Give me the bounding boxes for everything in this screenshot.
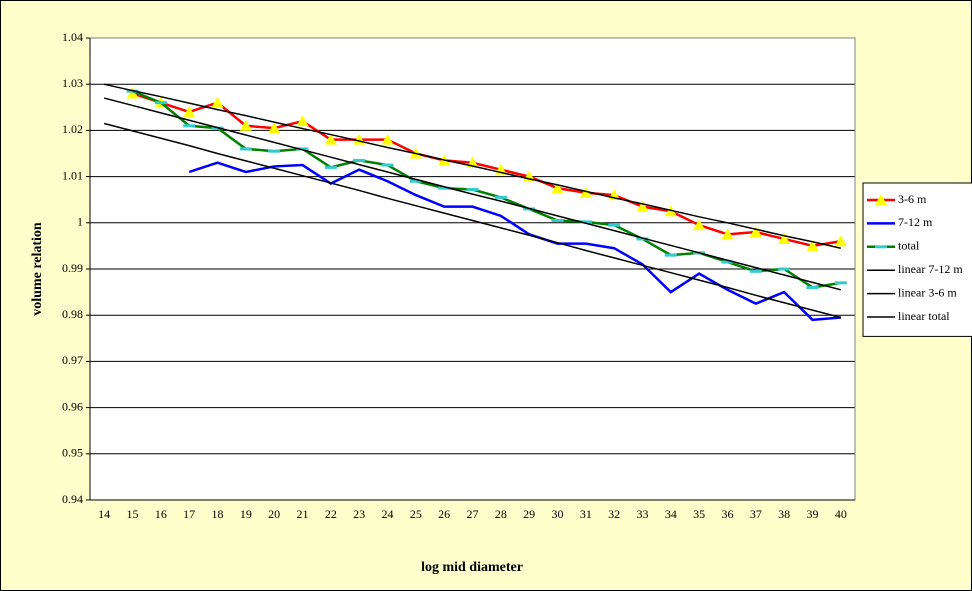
y-tick-label: 0.96 [62, 399, 83, 413]
legend-marker [875, 194, 887, 205]
marker [494, 195, 507, 199]
y-tick-label: 0.94 [62, 492, 83, 506]
x-tick-label: 25 [410, 507, 422, 521]
marker [778, 267, 791, 271]
x-tick-label: 34 [665, 507, 677, 521]
x-tick-label: 35 [693, 507, 705, 521]
legend-label: linear 7-12 m [898, 262, 963, 276]
x-tick-label: 18 [212, 507, 224, 521]
legend-box [862, 182, 972, 337]
marker [438, 186, 451, 190]
marker [636, 237, 649, 241]
marker [239, 119, 252, 131]
y-tick-label: 1.02 [62, 122, 83, 136]
marker [579, 220, 592, 224]
x-tick-label: 17 [183, 507, 195, 521]
marker [268, 149, 281, 153]
marker [154, 101, 167, 105]
series-line [188, 161, 841, 322]
y-tick-label: 1.01 [62, 168, 83, 182]
x-tick-label: 33 [637, 507, 649, 521]
x-tick-label: 14 [98, 507, 110, 521]
x-tick-label: 28 [495, 507, 507, 521]
marker [239, 147, 252, 151]
marker [834, 235, 847, 247]
marker [324, 165, 337, 169]
x-axis-title: log mid diameter [421, 560, 523, 575]
marker [721, 260, 734, 264]
marker [466, 188, 479, 192]
series-line [104, 83, 841, 249]
marker [381, 163, 394, 167]
marker [806, 239, 819, 251]
legend-label: linear 3-6 m [898, 285, 957, 299]
marker [749, 226, 762, 238]
x-tick-label: 40 [835, 507, 847, 521]
x-tick-label: 20 [268, 507, 280, 521]
x-tick-label: 22 [325, 507, 337, 521]
x-tick-label: 39 [807, 507, 819, 521]
y-tick-label: 1 [77, 215, 83, 229]
legend-label: 3-6 m [898, 192, 927, 206]
marker [551, 218, 564, 222]
y-tick-label: 1.03 [62, 76, 83, 90]
x-tick-label: 31 [580, 507, 592, 521]
marker [664, 253, 677, 257]
y-tick-label: 0.98 [62, 307, 83, 321]
marker [636, 200, 649, 212]
y-tick-label: 1.04 [62, 30, 83, 44]
x-tick-label: 29 [523, 507, 535, 521]
marker [579, 186, 592, 198]
marker [806, 285, 819, 289]
marker [608, 223, 621, 227]
x-tick-label: 38 [778, 507, 790, 521]
x-tick-label: 27 [467, 507, 479, 521]
marker [183, 105, 196, 117]
legend-label: linear total [898, 309, 950, 323]
x-tick-label: 36 [722, 507, 734, 521]
marker [749, 269, 762, 273]
marker [296, 115, 309, 127]
legend-marker [875, 245, 887, 249]
x-tick-label: 24 [382, 507, 394, 521]
marker [721, 228, 734, 240]
y-tick-label: 0.99 [62, 261, 83, 275]
legend-label: 7-12 m [898, 215, 933, 229]
marker [268, 122, 281, 134]
marker [183, 124, 196, 128]
x-tick-label: 23 [353, 507, 365, 521]
marker [211, 96, 224, 108]
series-line [132, 92, 842, 248]
y-axis-title: volume relation [30, 222, 45, 316]
marker [551, 182, 564, 194]
x-tick-label: 16 [155, 507, 167, 521]
marker [834, 281, 847, 285]
marker [353, 158, 366, 162]
x-tick-label: 26 [438, 507, 450, 521]
x-tick-label: 15 [127, 507, 139, 521]
marker [693, 219, 706, 231]
x-tick-label: 37 [750, 507, 762, 521]
x-tick-label: 21 [297, 507, 309, 521]
y-tick-label: 0.97 [62, 353, 83, 367]
marker [778, 232, 791, 244]
legend-label: total [898, 239, 920, 253]
marker [296, 147, 309, 151]
series-line [103, 122, 842, 319]
marker [409, 179, 422, 183]
series-line [103, 97, 842, 291]
x-tick-label: 32 [608, 507, 620, 521]
marker [126, 87, 139, 99]
x-tick-label: 19 [240, 507, 252, 521]
x-tick-label: 30 [552, 507, 564, 521]
y-tick-label: 0.95 [62, 446, 83, 460]
marker [381, 133, 394, 145]
marker [324, 133, 337, 145]
